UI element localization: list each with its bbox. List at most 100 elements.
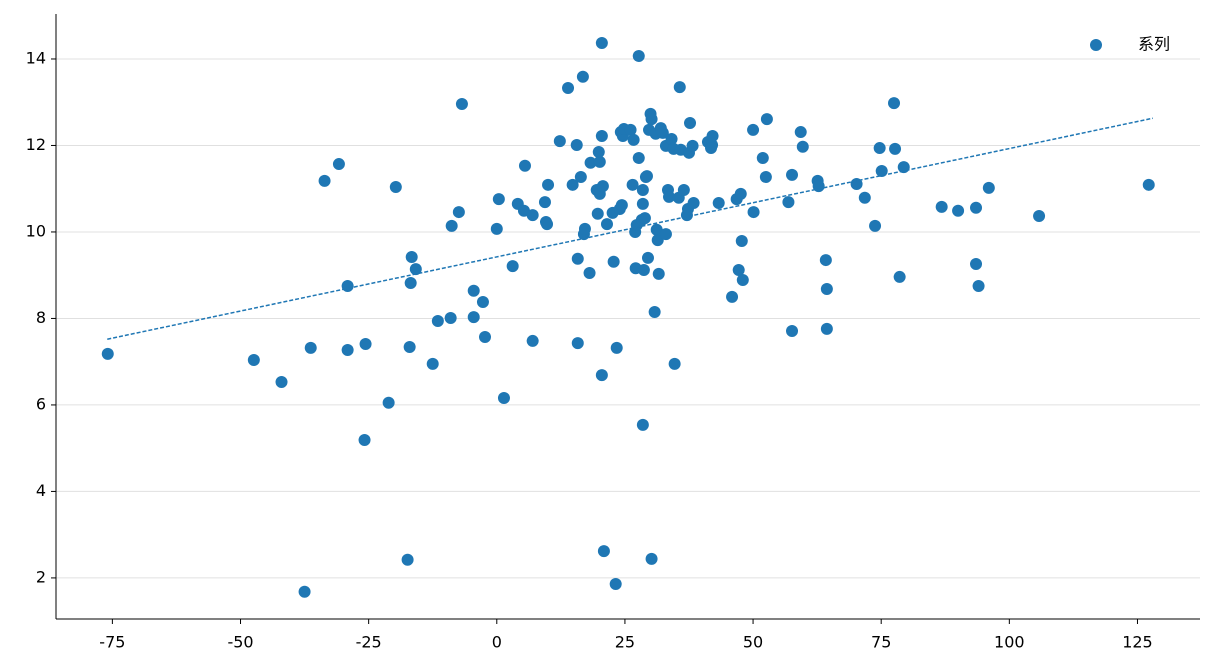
point	[359, 337, 372, 350]
point	[888, 97, 901, 110]
point	[636, 197, 649, 210]
point	[610, 341, 623, 354]
point	[101, 347, 114, 360]
x-tick-label: -50	[227, 633, 253, 652]
point	[298, 585, 311, 598]
point	[304, 341, 317, 354]
point	[595, 369, 608, 382]
point	[897, 161, 910, 174]
point	[668, 357, 681, 370]
point	[652, 267, 665, 280]
point	[645, 552, 658, 565]
point	[820, 283, 833, 296]
point	[596, 180, 609, 193]
point	[794, 126, 807, 139]
point	[705, 142, 718, 155]
point	[492, 193, 505, 206]
point	[712, 196, 725, 209]
point	[626, 178, 639, 191]
x-tick-label: 125	[1122, 633, 1153, 652]
point	[607, 255, 620, 268]
y-tick-label: 14	[26, 48, 46, 67]
point	[638, 212, 651, 225]
trend-line	[107, 117, 1154, 340]
point	[595, 129, 608, 142]
point	[970, 201, 983, 214]
point	[538, 196, 551, 209]
point	[869, 219, 882, 232]
point	[247, 353, 260, 366]
point	[684, 116, 697, 129]
point	[609, 577, 622, 590]
point	[645, 113, 658, 126]
point	[819, 254, 832, 267]
point	[663, 190, 676, 203]
point	[782, 196, 795, 209]
point	[982, 181, 995, 194]
point	[786, 324, 799, 337]
point	[648, 305, 661, 318]
legend-label: 系列	[1138, 35, 1170, 54]
point	[687, 196, 700, 209]
point	[726, 290, 739, 303]
y-tick-label: 2	[36, 567, 46, 586]
point	[595, 36, 608, 49]
point	[641, 251, 654, 264]
point	[341, 280, 354, 293]
point	[600, 218, 613, 231]
y-tick-label: 6	[36, 394, 46, 413]
point	[506, 260, 519, 273]
point	[759, 171, 772, 184]
point	[875, 164, 888, 177]
point	[747, 206, 760, 219]
point	[332, 158, 345, 171]
point	[858, 191, 871, 204]
point	[455, 97, 468, 110]
point	[526, 334, 539, 347]
x-tick-label: 25	[615, 633, 635, 652]
point	[497, 392, 510, 405]
x-tick-label: 0	[492, 633, 502, 652]
point	[935, 200, 948, 213]
point	[736, 273, 749, 286]
point	[409, 263, 422, 276]
point	[452, 206, 465, 219]
point	[1033, 209, 1046, 222]
x-tick-label: 50	[743, 633, 763, 652]
point	[735, 235, 748, 248]
point	[583, 267, 596, 280]
point	[479, 331, 491, 344]
point	[584, 156, 597, 169]
point	[597, 545, 610, 558]
point	[624, 123, 637, 136]
point	[673, 81, 686, 94]
point	[476, 296, 489, 309]
point	[576, 70, 589, 83]
point	[467, 311, 480, 324]
point	[637, 264, 650, 277]
point	[592, 145, 605, 158]
point	[796, 140, 809, 153]
point	[562, 81, 575, 94]
point	[812, 180, 825, 193]
point	[574, 171, 587, 184]
point	[542, 178, 555, 191]
point	[553, 135, 566, 148]
point	[444, 312, 457, 325]
point	[426, 357, 439, 370]
point	[651, 234, 664, 247]
point	[570, 139, 583, 152]
point	[445, 219, 458, 232]
point	[970, 257, 983, 270]
point	[636, 184, 649, 197]
y-tick-label: 4	[36, 481, 46, 500]
point	[747, 123, 760, 136]
point	[358, 433, 371, 446]
point	[467, 284, 480, 297]
point	[659, 228, 672, 241]
point	[636, 418, 649, 431]
point	[677, 184, 690, 197]
point	[656, 126, 669, 139]
point	[341, 344, 354, 357]
y-tick-label: 8	[36, 308, 46, 327]
